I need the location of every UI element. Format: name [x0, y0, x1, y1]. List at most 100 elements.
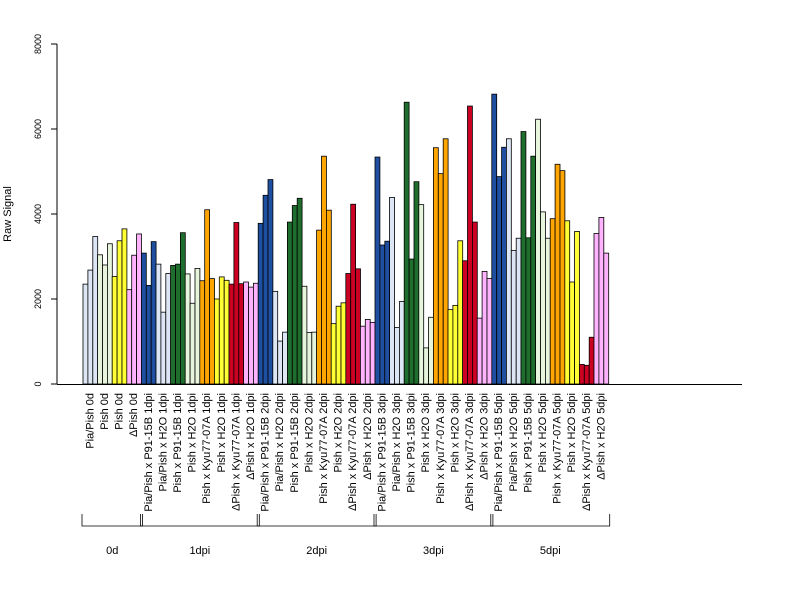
bar [257, 222, 264, 385]
x-tick-label: Pish x Kyu77-07A 2dpi [318, 393, 330, 504]
x-tick-label: Pia/Pish x H2O 3dpi [391, 393, 403, 491]
x-tick-label: Pish x H2O 3dpi [420, 393, 432, 472]
bar [286, 221, 293, 385]
x-tick-label: Pia/Pish x H2O 5dpi [508, 393, 520, 491]
bar [467, 105, 473, 385]
group-bracket [81, 514, 143, 527]
bar [92, 236, 99, 385]
bar [359, 325, 366, 385]
group-label: 2dpi [306, 545, 327, 557]
bar [321, 155, 327, 385]
y-axis-label: Raw Signal [2, 186, 14, 242]
bar [340, 302, 347, 385]
bar [452, 304, 459, 385]
bar [170, 265, 176, 385]
bar [501, 146, 507, 385]
x-tick-label: Pish x H2O 3dpi [449, 393, 461, 472]
bar [491, 93, 498, 385]
bar [384, 240, 391, 385]
y-tick-label: 2000 [33, 289, 43, 309]
bar [579, 364, 585, 385]
bar [267, 179, 274, 385]
bar [515, 237, 522, 385]
bar [418, 204, 425, 385]
bar [228, 283, 235, 385]
bar [403, 101, 410, 385]
bar [296, 197, 303, 385]
bar [413, 181, 420, 385]
group-bracket [256, 514, 377, 527]
x-tick-label: ΔPish 0d [128, 393, 140, 437]
bar [389, 197, 395, 385]
bar [223, 279, 230, 385]
bar [107, 243, 113, 385]
x-tick-label: Pia/Pish x P91-15B 1dpi [143, 393, 155, 512]
bar [277, 340, 284, 385]
x-tick-label: Pia/Pish x P91-15B 5dpi [493, 393, 505, 512]
bar [569, 281, 576, 385]
bar [238, 283, 245, 385]
x-tick-label: Pish x H2O 1dpi [216, 393, 228, 472]
bar [364, 318, 371, 385]
x-tick-label: ΔPish x Kyu77-07A 2dpi [347, 393, 359, 511]
bar [535, 118, 541, 385]
x-tick-label: Pish 0d [99, 393, 111, 430]
bar [262, 194, 269, 385]
bar [554, 163, 561, 385]
x-tick-label: Pish x H2O 2dpi [303, 393, 315, 472]
bar [252, 282, 259, 385]
bar [481, 270, 488, 385]
x-tick-label: ΔPish x H2O 2dpi [362, 393, 374, 480]
bar [131, 254, 137, 385]
x-tick-label: ΔPish x H2O 5dpi [595, 393, 607, 480]
bar [121, 228, 128, 385]
x-tick-label: Pia/Pish x P91-15B 2dpi [260, 393, 272, 512]
bar [111, 276, 118, 385]
x-tick-label: Pish x H2O 2dpi [333, 393, 345, 472]
bar [316, 229, 322, 385]
bar [559, 170, 566, 385]
x-tick-label: ΔPish x Kyu77-07A 1dpi [230, 393, 242, 511]
bar [437, 173, 444, 385]
bar [540, 211, 546, 385]
x-tick-label: Pish 0d [114, 393, 126, 430]
bar [462, 260, 468, 385]
y-tick-label: 6000 [33, 119, 43, 139]
bar [165, 273, 172, 385]
bar [525, 237, 532, 385]
bar [233, 222, 240, 385]
bar [471, 221, 478, 385]
bar [603, 252, 610, 385]
bar [150, 241, 157, 385]
bar [505, 138, 512, 385]
bar [301, 285, 308, 385]
bar [442, 138, 449, 385]
bar [272, 290, 279, 385]
bar [160, 311, 167, 385]
bar [345, 273, 352, 385]
bar [82, 283, 89, 385]
x-tick-label: Pish x H2O 1dpi [187, 393, 199, 472]
bar [428, 316, 434, 385]
x-tick-label: Pia/Pish 0d [84, 393, 96, 449]
y-axis: 0 2000 4000 6000 8000 [33, 34, 58, 387]
x-tick-label: Pish x Kyu77-07A 1dpi [201, 393, 213, 504]
bar [126, 289, 133, 385]
x-tick-labels: Pia/Pish 0d Pish 0d Pish 0d ΔPish 0d Pia/Pis… [84, 393, 607, 512]
bar [330, 323, 337, 385]
x-tick-label: Pish x H2O 5dpi [537, 393, 549, 472]
x-tick-label: Pish x P91-15B 1dpi [172, 393, 184, 493]
bar [213, 298, 220, 385]
y-tick-label: 8000 [33, 34, 43, 54]
x-tick-label: Pish x Kyu77-07A 5dpi [552, 393, 564, 504]
bar [335, 305, 342, 385]
bar [325, 209, 332, 385]
group-label: 3dpi [423, 545, 444, 557]
bar [87, 269, 94, 385]
bar [136, 233, 142, 385]
group-brackets: 0d 1dpi 2dpi 3dpi 5dpi [81, 514, 611, 557]
bar [184, 273, 191, 385]
bar [394, 327, 400, 385]
x-tick-label: Pish x H2O 5dpi [566, 393, 578, 472]
